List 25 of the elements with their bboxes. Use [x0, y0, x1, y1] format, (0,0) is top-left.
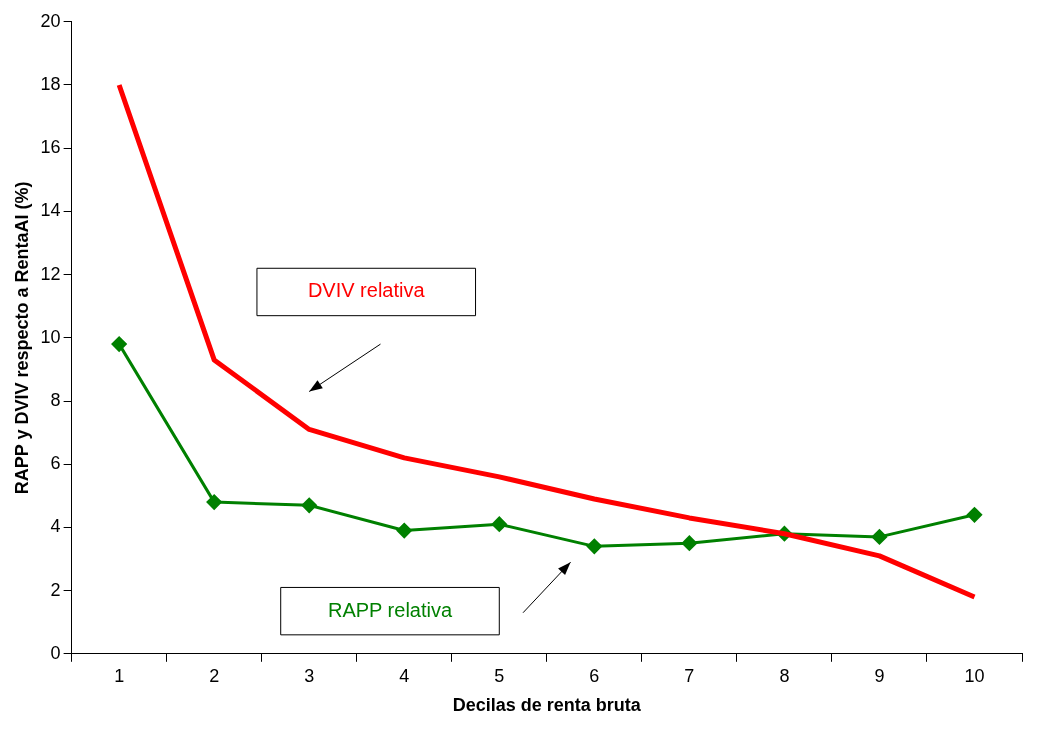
y-tick-label: 18	[40, 73, 61, 94]
text: RAPP relativa	[327, 598, 453, 621]
x-tick-label: 9	[874, 665, 885, 686]
y-tick-label: 8	[50, 389, 61, 410]
y-tick-label: 4	[50, 516, 61, 537]
text: DVIV relativa	[307, 279, 426, 302]
y-tick-label: 10	[40, 326, 61, 347]
x-axis-title: Decilas de renta bruta	[452, 695, 642, 716]
x-tick-label: 8	[779, 665, 790, 686]
y-tick-label: 14	[40, 200, 61, 221]
x-tick-label: 5	[494, 665, 505, 686]
x-tick-label: 7	[684, 665, 695, 686]
x-tick-label: 2	[209, 665, 220, 686]
y-axis-title: RAPP y DVIV respecto a RentaAI (%)	[11, 181, 32, 495]
y-tick-label: 2	[50, 579, 61, 600]
y-tick-label: 6	[50, 453, 61, 474]
x-tick-label: 10	[964, 665, 985, 686]
x-tick-label: 3	[304, 665, 315, 686]
y-tick-label: 20	[40, 10, 61, 31]
x-tick-label: 4	[399, 665, 410, 686]
y-tick-label: 16	[40, 137, 61, 158]
x-tick-label: 6	[589, 665, 600, 686]
y-tick-label: 0	[50, 642, 61, 663]
x-tick-label: 1	[114, 665, 125, 686]
y-tick-label: 12	[40, 263, 61, 284]
